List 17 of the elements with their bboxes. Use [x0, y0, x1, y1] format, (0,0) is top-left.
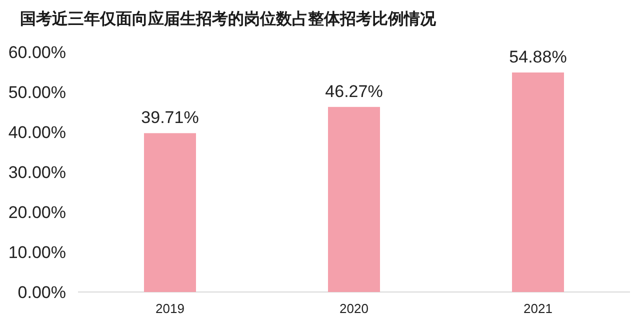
data-label: 39.71%: [141, 108, 199, 128]
y-tick-label: 20.00%: [8, 203, 66, 222]
y-tick-label: 40.00%: [8, 123, 66, 142]
y-tick-label: 10.00%: [8, 243, 66, 262]
x-tick-label: 2021: [524, 301, 552, 316]
chart-title: 国考近三年仅面向应届生招考的岗位数占整体招考比例情况: [20, 9, 437, 28]
bar: [144, 133, 196, 292]
y-tick-label: 30.00%: [8, 163, 66, 182]
x-tick-label: 2019: [156, 301, 184, 316]
bar: [512, 72, 564, 292]
data-label: 54.88%: [509, 47, 567, 66]
x-tick-label: 2020: [340, 301, 368, 316]
y-tick-label: 0.00%: [18, 283, 66, 302]
y-tick-label: 50.00%: [8, 83, 66, 102]
bar: [328, 106, 380, 292]
data-label: 46.27%: [325, 82, 383, 101]
y-tick-label: 60.00%: [8, 43, 66, 62]
